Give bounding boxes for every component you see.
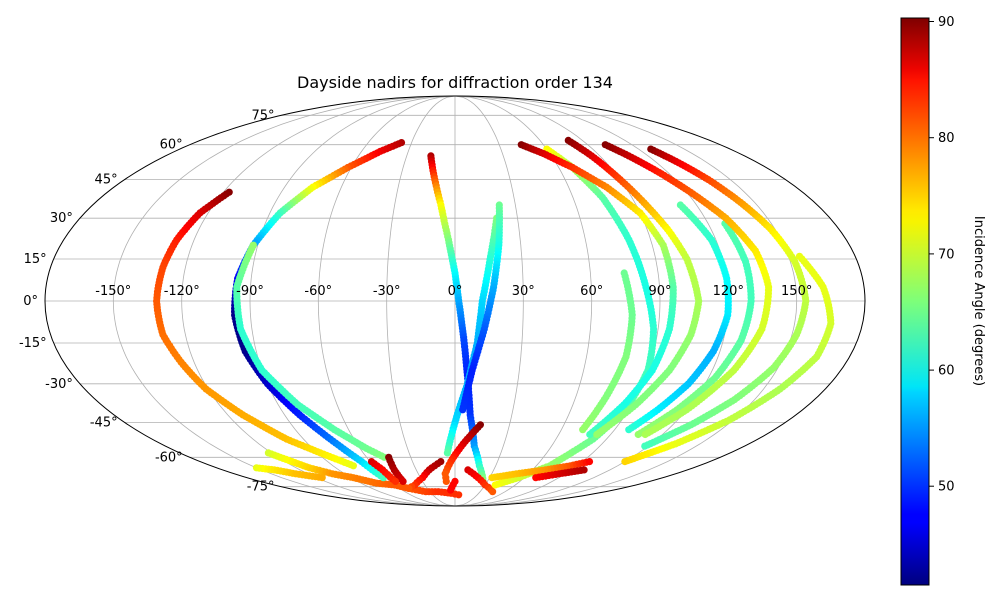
- data-point: [318, 474, 326, 482]
- longitude-tick-labels: -150° -120° -90° -60° -30° 0° 30° 60° 90° 120° 150…: [95, 284, 812, 299]
- x-tick-label: -120°: [164, 284, 200, 299]
- chart-title: Dayside nadirs for diffraction order 134: [297, 73, 613, 92]
- colorbar-tick-label: 80: [938, 131, 955, 146]
- data-point: [586, 430, 594, 439]
- y-tick-label: 30°: [50, 211, 73, 226]
- scatter-points: [153, 136, 835, 499]
- x-tick-label: -60°: [304, 284, 332, 299]
- x-tick-label: 90°: [648, 284, 671, 299]
- data-point: [391, 477, 400, 485]
- x-tick-label: 120°: [713, 284, 744, 299]
- data-point: [447, 486, 455, 494]
- data-point: [641, 430, 649, 439]
- x-tick-label: 30°: [512, 284, 535, 299]
- data-point: [405, 484, 413, 492]
- data-point: [443, 449, 451, 457]
- data-point: [455, 491, 463, 499]
- y-tick-label: 0°: [23, 294, 38, 309]
- x-tick-label: 60°: [580, 284, 603, 299]
- data-point: [442, 477, 450, 485]
- y-tick-label: 75°: [251, 108, 274, 123]
- x-tick-label: 150°: [781, 284, 812, 299]
- data-point: [399, 477, 407, 485]
- colorbar-tick-label: 50: [938, 480, 955, 495]
- y-tick-label: -15°: [19, 336, 47, 351]
- y-tick-label: -60°: [155, 450, 183, 465]
- data-point: [625, 426, 633, 434]
- data-point: [621, 458, 629, 466]
- colorbar-ticks: 50 60 70 80 90: [929, 15, 955, 495]
- colorbar-tick-label: 90: [938, 15, 955, 30]
- y-tick-label: 45°: [95, 173, 118, 188]
- colorbar-tick-label: 60: [938, 364, 955, 379]
- data-point: [593, 430, 601, 439]
- y-tick-label: -30°: [45, 377, 73, 392]
- data-point: [579, 426, 587, 434]
- map-boundary: [44, 95, 866, 507]
- data-point: [634, 430, 642, 439]
- y-tick-label: 60°: [160, 138, 183, 153]
- colorbar-gradient: [900, 17, 930, 586]
- data-point: [641, 442, 649, 450]
- colorbar: 50 60 70 80 90 Incidence Angle (degrees): [900, 15, 986, 586]
- map-gridlines: [45, 95, 865, 507]
- x-tick-label: -150°: [95, 284, 131, 299]
- data-point: [489, 488, 497, 496]
- x-tick-label: -30°: [373, 284, 401, 299]
- y-tick-label: 15°: [24, 252, 47, 267]
- colorbar-tick-label: 70: [938, 247, 955, 262]
- colorbar-label: Incidence Angle (degrees): [971, 216, 986, 386]
- data-point: [580, 466, 588, 474]
- x-tick-label: -90°: [236, 284, 264, 299]
- y-tick-label: -45°: [90, 415, 118, 430]
- data-point: [349, 462, 357, 470]
- data-point: [459, 406, 467, 414]
- latitude-tick-labels: -75° -60° -45° -30° -15° 0° 15° 30° 45° 60° 75°: [19, 108, 275, 494]
- data-point: [585, 458, 594, 466]
- x-tick-label: 0°: [448, 284, 463, 299]
- y-tick-label: -75°: [247, 480, 275, 495]
